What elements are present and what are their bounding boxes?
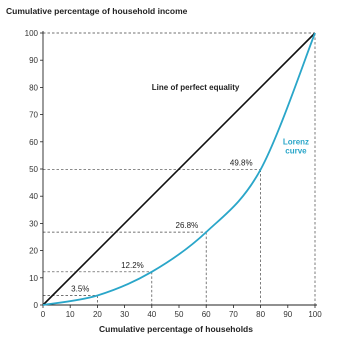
guide-lines bbox=[43, 32, 316, 305]
value-label-80: 49.8% bbox=[230, 159, 253, 168]
x-tick-label-80: 80 bbox=[256, 310, 265, 319]
x-tick-label-60: 60 bbox=[202, 310, 211, 319]
equality-line bbox=[42, 32, 316, 306]
x-tick-label-70: 70 bbox=[229, 310, 238, 319]
value-label-40: 12.2% bbox=[121, 261, 144, 270]
x-tick-label-90: 90 bbox=[283, 310, 292, 319]
y-tick-label-90: 90 bbox=[29, 56, 38, 65]
y-tick-label-40: 40 bbox=[29, 192, 38, 201]
y-axis-title: Cumulative percentage of household incom… bbox=[6, 6, 188, 16]
x-axis-title: Cumulative percentage of households bbox=[99, 324, 253, 334]
x-tick-label-50: 50 bbox=[175, 310, 184, 319]
y-tick-label-100: 100 bbox=[25, 29, 39, 38]
y-tick-label-0: 0 bbox=[34, 301, 39, 310]
x-tick-label-0: 0 bbox=[41, 310, 46, 319]
x-tick-label-40: 40 bbox=[147, 310, 156, 319]
axes bbox=[42, 31, 317, 306]
x-tick-label-10: 10 bbox=[66, 310, 75, 319]
ticks: 0 10 20 30 40 50 60 70 80 90 100 0 10 20 30 40 50 60 70 80 9… bbox=[25, 29, 323, 319]
lorenz-curve bbox=[42, 32, 316, 306]
y-tick-label-60: 60 bbox=[29, 138, 38, 147]
y-tick-label-80: 80 bbox=[29, 83, 38, 92]
y-tick-label-30: 30 bbox=[29, 219, 38, 228]
value-label-20: 3.5% bbox=[71, 284, 89, 293]
series-group bbox=[42, 32, 316, 306]
equality-line-label: Line of perfect equality bbox=[152, 83, 240, 92]
value-label-60: 26.8% bbox=[176, 221, 199, 230]
x-tick-label-30: 30 bbox=[120, 310, 129, 319]
lorenz-label-line-1: curve bbox=[285, 147, 307, 156]
y-tick-label-70: 70 bbox=[29, 111, 38, 120]
y-tick-label-20: 20 bbox=[29, 247, 38, 256]
x-tick-label-100: 100 bbox=[308, 310, 322, 319]
annotations: 3.5% 12.2% 26.8% 49.8% Line of perfect equal… bbox=[71, 83, 309, 293]
lorenz-label-line-0: Lorenz bbox=[283, 138, 309, 147]
y-tick-label-10: 10 bbox=[29, 274, 38, 283]
x-tick-label-20: 20 bbox=[93, 310, 102, 319]
y-tick-label-50: 50 bbox=[29, 165, 38, 174]
